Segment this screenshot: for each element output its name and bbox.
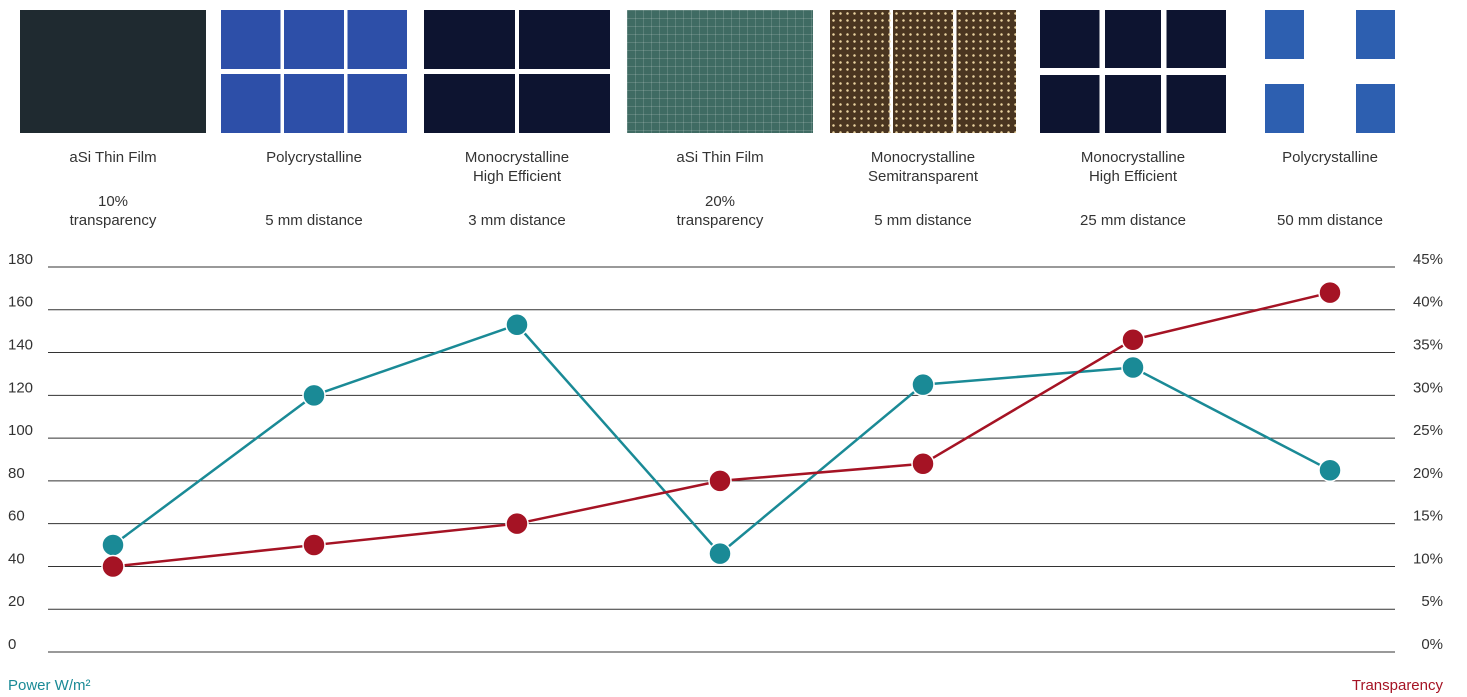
data-point bbox=[101, 554, 125, 579]
category-label: Monocrystalline High Efficient bbox=[464, 149, 570, 185]
category-detail: 50 mm distance bbox=[1277, 212, 1383, 229]
y-tick-label: 120 bbox=[8, 379, 33, 396]
data-point bbox=[505, 511, 529, 536]
y-tick-label: 20 bbox=[8, 593, 25, 610]
y-tick-label: 40 bbox=[8, 550, 25, 567]
y2-tick-label: 15% bbox=[1413, 508, 1443, 525]
y2-tick-label: 20% bbox=[1413, 465, 1443, 482]
category-label: Polycrystalline bbox=[266, 149, 362, 166]
data-point bbox=[302, 533, 326, 557]
y-tick-label: 180 bbox=[8, 251, 33, 268]
y-tick-label: 100 bbox=[8, 422, 33, 439]
panel-image bbox=[830, 10, 1016, 133]
series-line bbox=[112, 291, 1331, 568]
data-point bbox=[101, 533, 125, 557]
data-point bbox=[505, 313, 529, 337]
panel-image bbox=[20, 10, 206, 133]
y-tick-label: 140 bbox=[8, 337, 33, 354]
series-line bbox=[112, 323, 1331, 556]
panel-image bbox=[1265, 10, 1395, 133]
y2-tick-label: 35% bbox=[1413, 337, 1443, 354]
y-tick-label: 0 bbox=[8, 636, 16, 653]
data-point bbox=[708, 541, 732, 566]
category-detail: 5 mm distance bbox=[265, 212, 363, 229]
data-point bbox=[302, 383, 326, 408]
data-point bbox=[1121, 327, 1145, 352]
category-detail: 3 mm distance bbox=[468, 212, 566, 229]
data-point bbox=[1318, 458, 1342, 482]
y2-axis-title: Transparency bbox=[1352, 677, 1444, 694]
y2-tick-label: 10% bbox=[1413, 550, 1443, 567]
y2-tick-label: 40% bbox=[1413, 294, 1443, 311]
category-detail: 10% transparency bbox=[69, 193, 157, 229]
y-tick-label: 60 bbox=[8, 508, 25, 525]
category-label: Monocrystalline High Efficient bbox=[1080, 149, 1186, 185]
data-point bbox=[911, 452, 935, 476]
panel-image bbox=[627, 10, 813, 133]
y2-tick-label: 30% bbox=[1413, 379, 1443, 396]
y2-tick-label: 45% bbox=[1413, 251, 1443, 268]
y-tick-label: 160 bbox=[8, 294, 33, 311]
category-detail: 5 mm distance bbox=[874, 212, 972, 229]
data-point bbox=[911, 372, 935, 397]
data-point bbox=[708, 469, 732, 493]
category-detail: 20% transparency bbox=[676, 193, 764, 229]
data-point bbox=[1121, 355, 1145, 380]
category-label: aSi Thin Film bbox=[69, 149, 157, 166]
category-label: Monocrystalline Semitransparent bbox=[867, 149, 979, 185]
panel-image bbox=[424, 10, 610, 133]
panel-image bbox=[1040, 10, 1226, 133]
category-label: aSi Thin Film bbox=[676, 149, 764, 166]
category-label: Polycrystalline bbox=[1282, 149, 1378, 166]
y-tick-label: 80 bbox=[8, 465, 25, 482]
y2-tick-label: 25% bbox=[1413, 422, 1443, 439]
y2-tick-label: 5% bbox=[1421, 593, 1443, 610]
category-detail: 25 mm distance bbox=[1080, 212, 1186, 229]
data-point bbox=[1318, 280, 1342, 305]
y2-tick-label: 0% bbox=[1421, 636, 1443, 653]
panel-image bbox=[221, 10, 407, 133]
y-axis-title: Power W/m² bbox=[8, 677, 91, 694]
